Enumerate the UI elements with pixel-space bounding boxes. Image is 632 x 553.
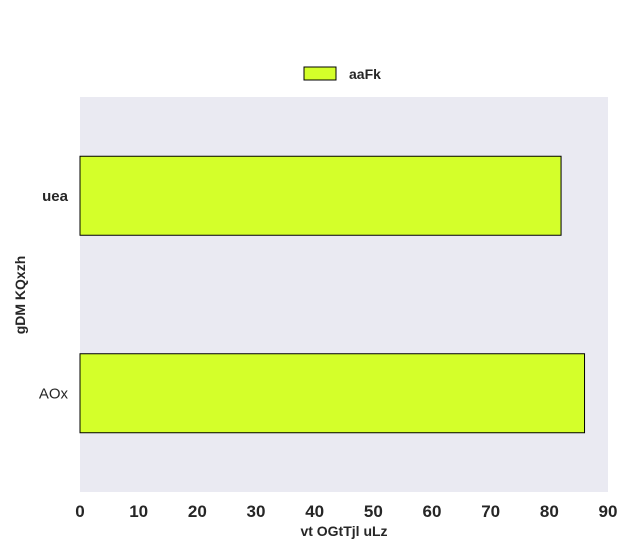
legend: aaFk: [303, 66, 381, 82]
x-tick-label-90: 90: [599, 502, 618, 521]
x-tick-label-30: 30: [247, 502, 266, 521]
x-tick-labels: 0 10 20 30 40 50 60 70 80 90: [75, 502, 617, 521]
x-tick-label-60: 60: [423, 502, 442, 521]
x-tick-label-70: 70: [481, 502, 500, 521]
x-tick-label-20: 20: [188, 502, 207, 521]
bar-AOx: [79, 353, 586, 434]
x-tick-label-50: 50: [364, 502, 383, 521]
x-tick-label-40: 40: [305, 502, 324, 521]
y-axis-title: gDM KQxzh: [12, 256, 28, 335]
category-labels: uea AOx: [39, 188, 69, 403]
bar-uea: [79, 155, 562, 236]
x-tick-label-80: 80: [540, 502, 559, 521]
legend-label: aaFk: [349, 66, 381, 82]
category-label-uea: uea: [42, 188, 69, 205]
x-tick-label-10: 10: [129, 502, 148, 521]
bars-group: [79, 155, 586, 434]
category-label-AOx: AOx: [39, 385, 69, 402]
x-tick-label-0: 0: [75, 502, 84, 521]
legend-swatch: [303, 66, 337, 81]
x-axis-title: vt OGtTjl uLz: [300, 523, 387, 539]
